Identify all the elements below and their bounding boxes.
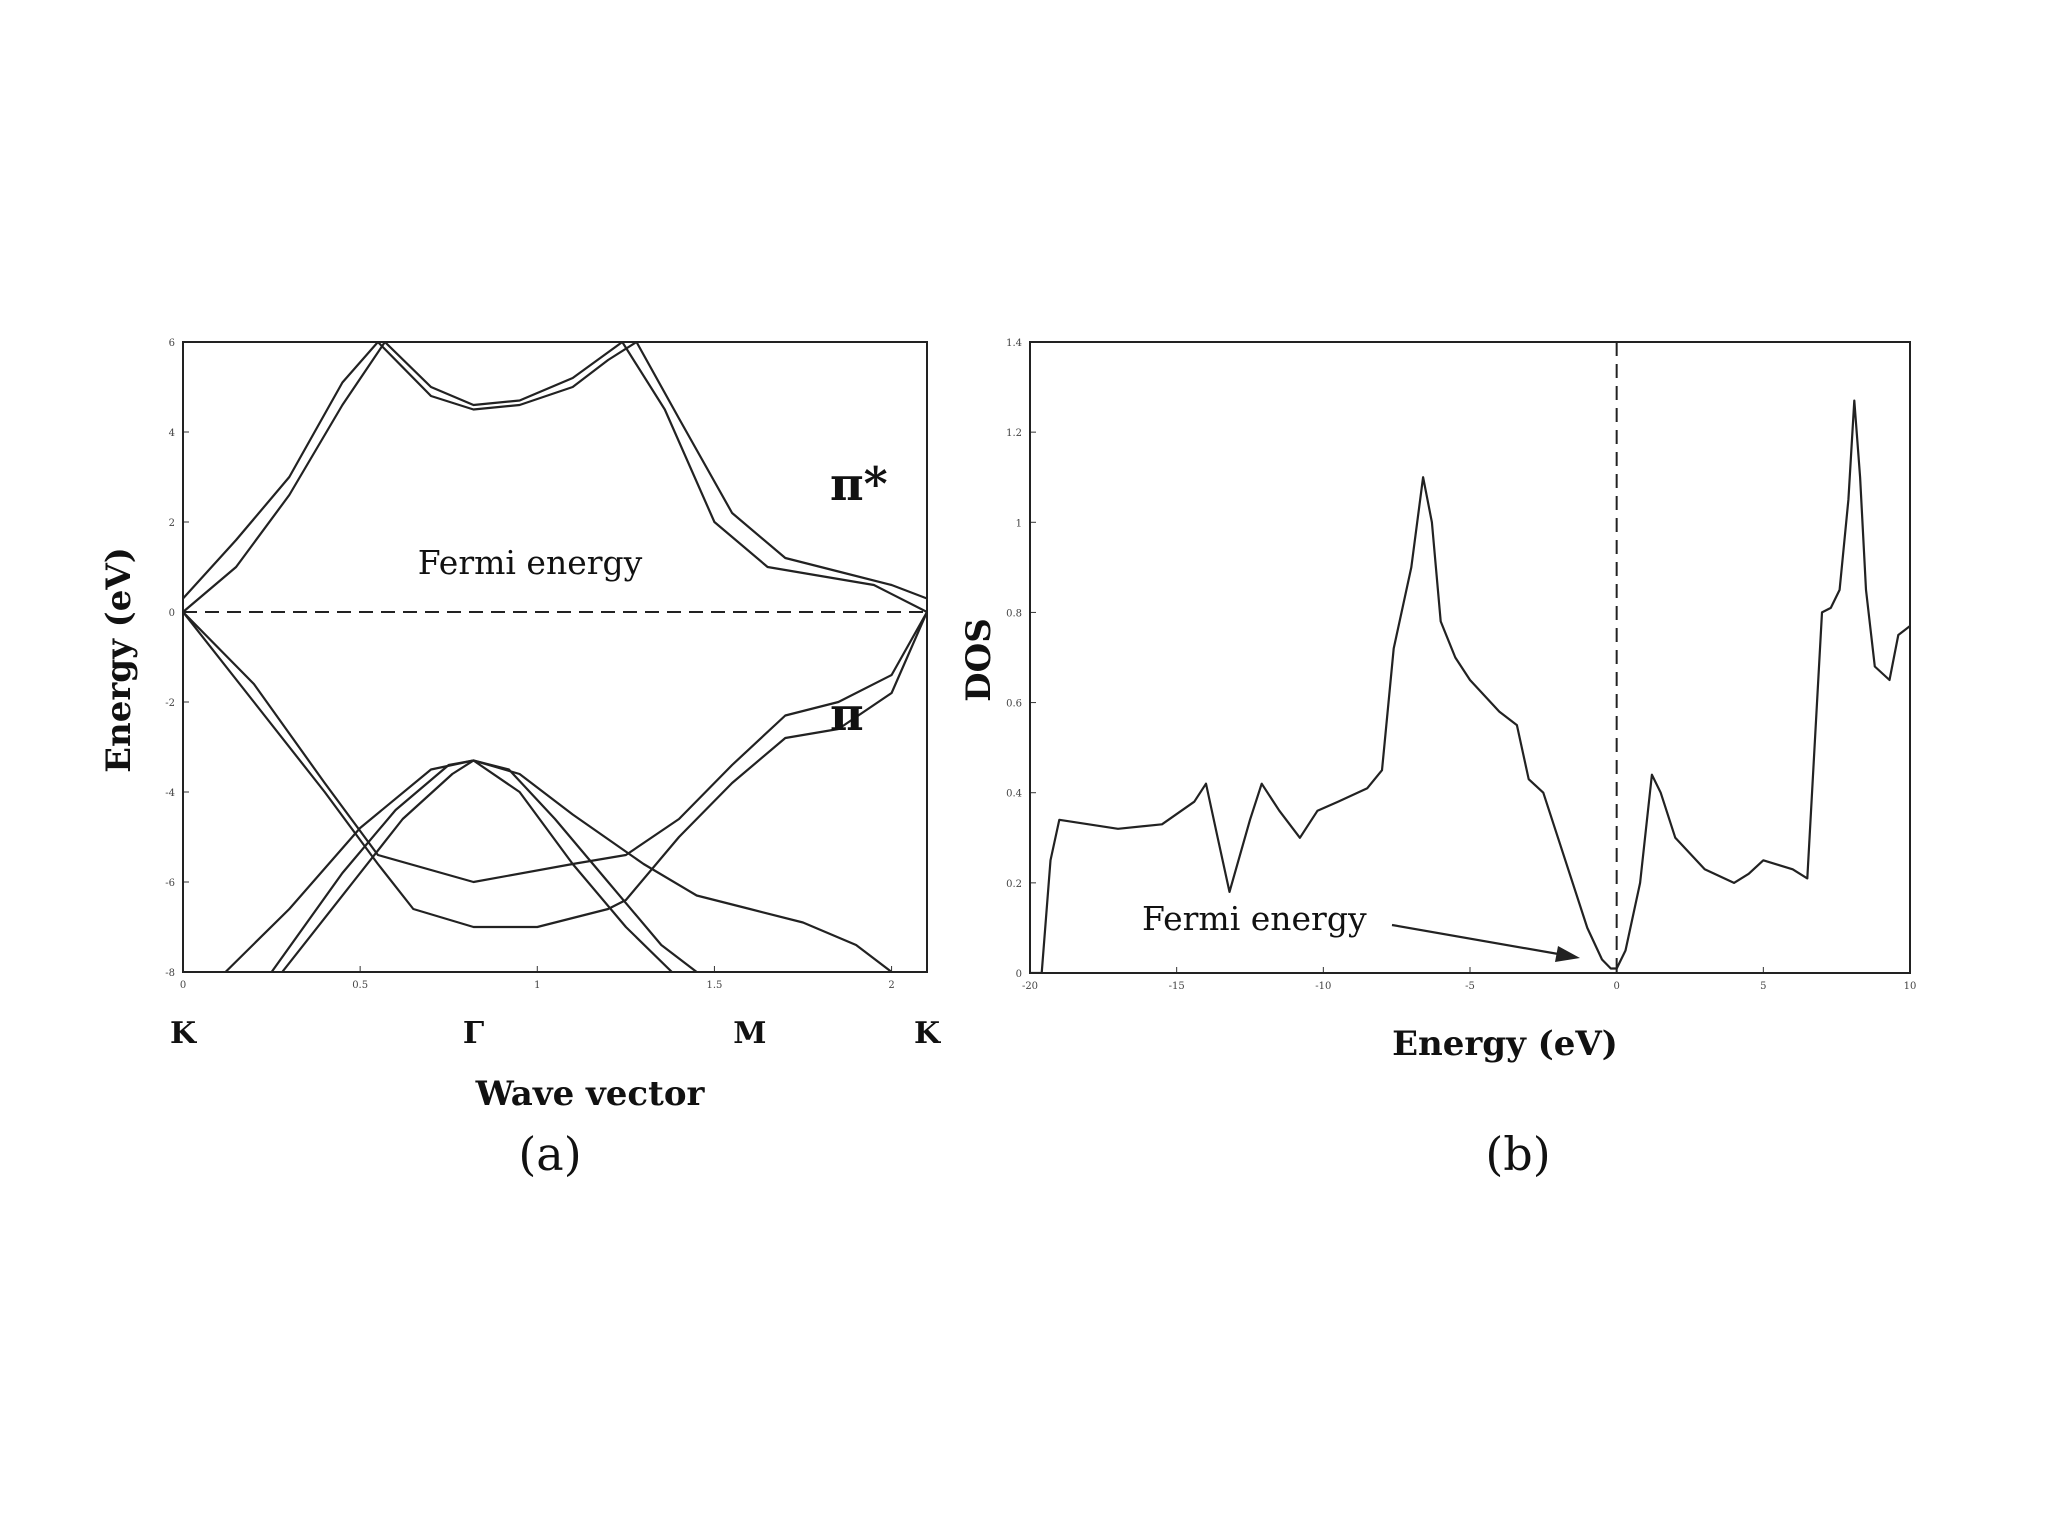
dos-x-tick-label: 0 xyxy=(1613,981,1619,992)
pi-star-band-label: π* xyxy=(830,457,888,511)
band-series-line xyxy=(183,342,927,600)
dos-y-tick-label: 0.6 xyxy=(1006,699,1022,710)
dos-x-tick-label: -5 xyxy=(1465,981,1475,992)
band-y-tick-label: -2 xyxy=(165,698,175,709)
panel-label-b: (b) xyxy=(1485,1127,1550,1181)
dos-y-axis-title: DOS xyxy=(959,618,999,702)
band-fermi-annotation: Fermi energy xyxy=(418,543,643,582)
symmetry-point-label: M xyxy=(733,1016,766,1051)
band-series-line xyxy=(281,759,698,972)
band-x-tick-label: 2 xyxy=(888,980,894,991)
band-structure-plot-frame xyxy=(182,341,928,973)
band-structure-ticks: 0 0.5 1 1.5 2 -8 -6 -4 -2 0 2 4 6 xyxy=(165,338,895,991)
pi-band-label: π xyxy=(830,687,864,741)
symmetry-point-label: K xyxy=(914,1016,941,1051)
dos-x-tick-label: -10 xyxy=(1315,981,1331,992)
dos-plot-frame xyxy=(1029,341,1911,974)
panel-label-a: (a) xyxy=(518,1127,581,1181)
dos-x-axis-title: Energy (eV) xyxy=(1392,1024,1618,1064)
dos-x-tick-label: 5 xyxy=(1760,981,1766,992)
band-series-line xyxy=(183,611,927,929)
fermi-arrow xyxy=(1391,923,1565,957)
band-x-axis-title: Wave vector xyxy=(475,1074,706,1114)
band-series-line xyxy=(183,342,927,613)
dos-x-tick-label: -20 xyxy=(1022,981,1038,992)
dos-y-tick-label: 0.8 xyxy=(1006,608,1022,619)
dos-x-tick-label: -15 xyxy=(1169,981,1185,992)
symmetry-point-label: Γ xyxy=(463,1016,484,1051)
band-structure-series xyxy=(183,342,927,972)
band-series-line xyxy=(183,611,927,884)
dos-y-tick-label: 1.4 xyxy=(1006,338,1022,349)
dos-y-tick-label: 0.4 xyxy=(1006,789,1022,800)
band-y-tick-label: -4 xyxy=(165,788,175,799)
band-x-tick-label: 0.5 xyxy=(352,980,368,991)
band-y-tick-label: -8 xyxy=(165,968,175,979)
dos-series xyxy=(1030,399,1910,973)
symmetry-point-label: K xyxy=(170,1016,197,1051)
dos-y-tick-label: 0.2 xyxy=(1006,879,1022,890)
band-x-tick-label: 0 xyxy=(180,980,186,991)
band-x-tick-label: 1 xyxy=(534,980,540,991)
dos-y-tick-label: 1.2 xyxy=(1006,428,1022,439)
band-y-tick-label: 4 xyxy=(169,428,175,439)
band-series-line xyxy=(224,759,893,972)
dos-y-tick-label: 0 xyxy=(1016,969,1022,980)
dos-series-line xyxy=(1030,399,1910,973)
dos-y-tick-label: 1 xyxy=(1016,518,1022,529)
band-y-tick-label: 2 xyxy=(169,518,175,529)
dos-fermi-annotation: Fermi energy xyxy=(1142,899,1367,938)
dos-panel: -20 -15 -10 -5 0 5 10 0 0.2 0.4 0.6 0.8 1 1.2 1.4 Ferm… xyxy=(959,338,1916,1181)
dos-x-tick-label: 10 xyxy=(1904,981,1917,992)
band-y-tick-label: 0 xyxy=(169,608,175,619)
band-y-tick-label: 6 xyxy=(169,338,175,349)
band-x-tick-label: 1.5 xyxy=(706,980,722,991)
band-y-tick-label: -6 xyxy=(165,878,175,889)
fermi-arrowhead xyxy=(1555,946,1580,962)
band-y-axis-title: Energy (eV) xyxy=(99,547,139,773)
